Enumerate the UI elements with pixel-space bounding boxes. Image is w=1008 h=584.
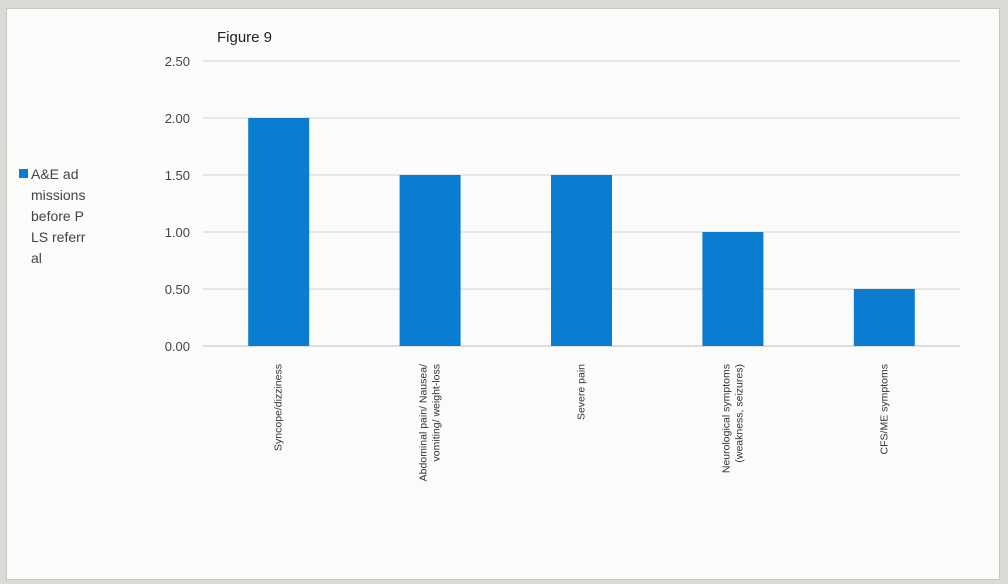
x-category-label: Severe pain [576,364,588,420]
y-tick-label: 0.50 [165,282,190,297]
x-category-label: (weakness, seizures) [733,364,745,463]
y-tick-label: 1.00 [165,225,190,240]
x-category-label: Abdominal pain/ Nausea/ [418,364,430,481]
y-tick-label: 2.00 [165,111,190,126]
legend: A&E admissions before PLS referral [19,164,115,269]
x-category-label: Syncope/dizziness [273,364,285,451]
legend-label: A&E admissions before PLS referral [31,166,86,266]
bar [551,175,612,346]
x-category-label: Neurological symptoms [720,364,732,473]
legend-swatch [19,169,28,178]
y-tick-label: 1.50 [165,168,190,183]
x-category-label: vomiting/ weight-loss [431,364,443,461]
y-tick-label: 2.50 [165,54,190,69]
bar [248,118,310,346]
bar [702,232,764,346]
chart-frame: Figure 9 A&E admissions before PLS refer… [6,8,1000,580]
y-tick-label: 0.00 [165,339,190,354]
x-category-label: CFS/ME symptoms [878,364,890,454]
bar [853,289,915,346]
bar [399,175,461,346]
chart-title: Figure 9 [217,29,273,46]
